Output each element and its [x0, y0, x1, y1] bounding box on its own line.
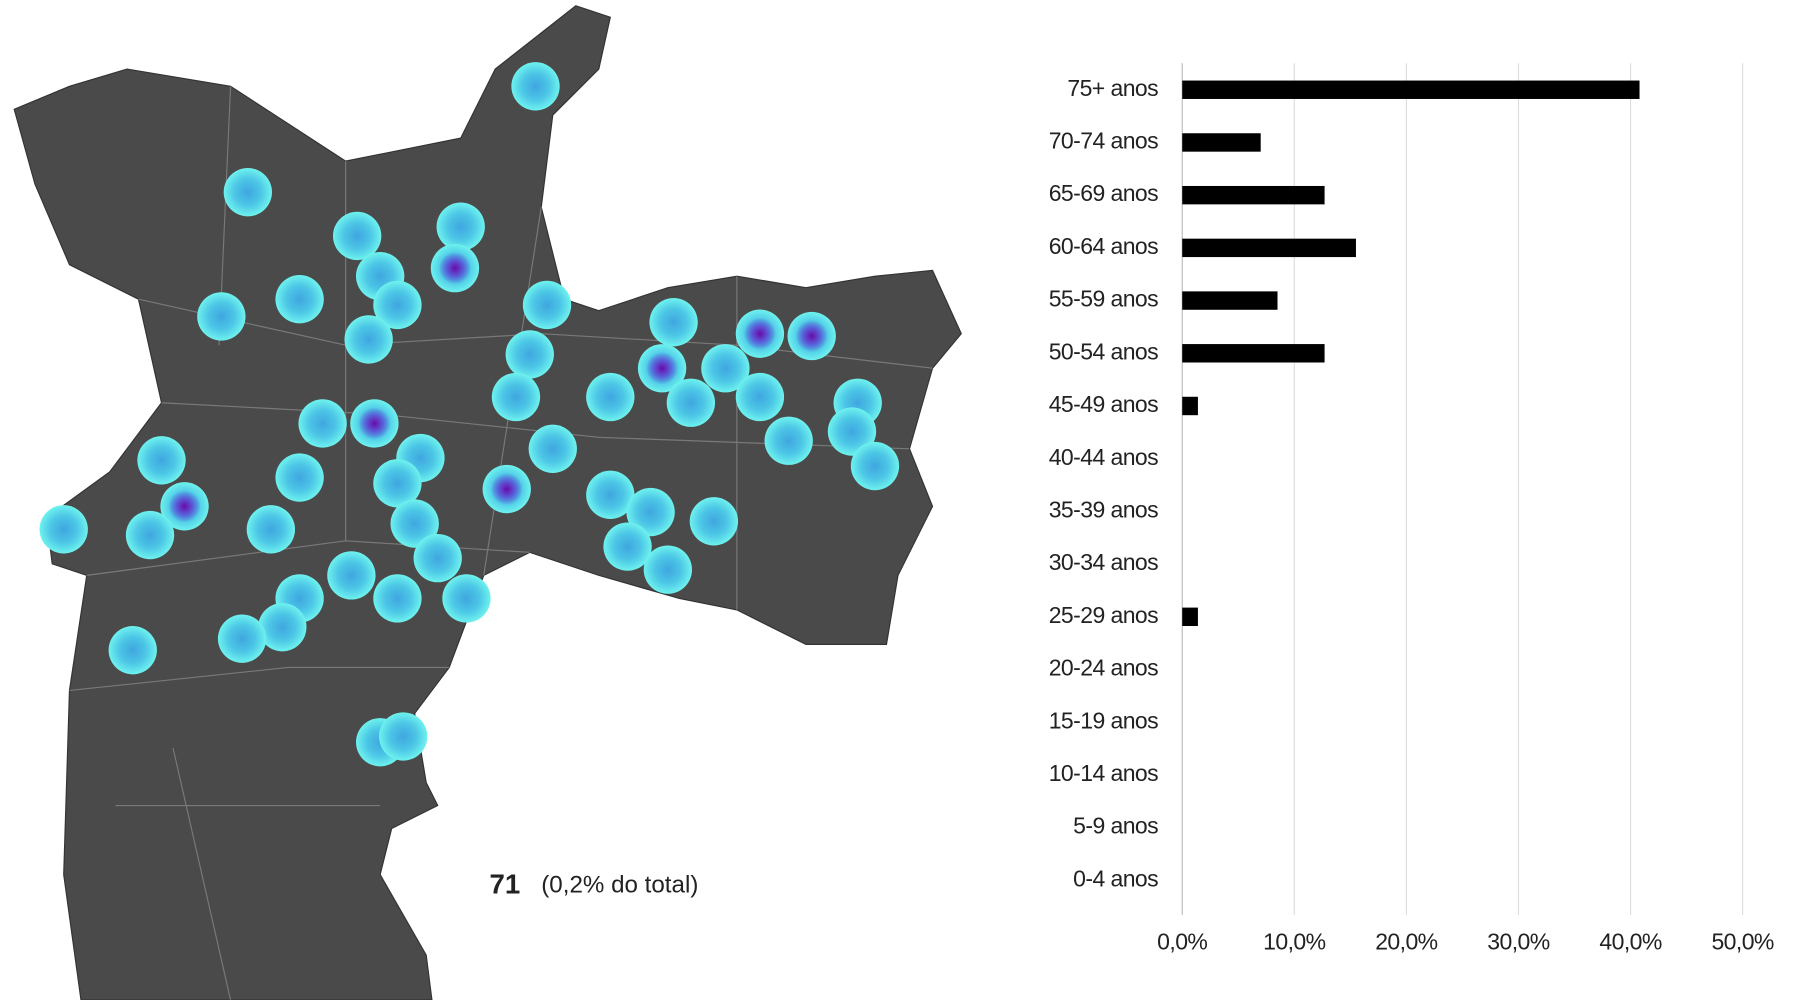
heat-hotspot — [645, 352, 679, 385]
bar — [1182, 80, 1640, 99]
heat-hotspot — [490, 472, 523, 506]
heat-blob — [735, 372, 785, 422]
y-tick-label: 40-44 anos — [1049, 444, 1158, 470]
heat-blob — [586, 372, 635, 422]
heat-blob — [246, 505, 296, 554]
heat-blob — [666, 378, 716, 427]
y-tick-label: 20-24 anos — [1049, 655, 1158, 681]
heat-blob — [125, 510, 175, 560]
heat-blob — [327, 551, 376, 600]
y-tick-label: 15-19 anos — [1049, 707, 1158, 733]
heat-blob — [373, 459, 422, 508]
heat-blob — [217, 614, 267, 663]
heat-blob — [603, 522, 652, 571]
heat-hotspot — [795, 319, 828, 353]
bar-chart: 0,0% 10,0% 20,0% 30,0% 40,0% 50,0% 75+ anos 70-… — [1049, 63, 1775, 955]
bar — [1182, 291, 1278, 310]
y-tick-label: 10-14 anos — [1049, 760, 1158, 786]
heat-blob — [390, 499, 439, 548]
y-tick-label: 25-29 anos — [1049, 602, 1158, 628]
heat-blob — [522, 280, 572, 330]
y-tick-label: 75+ anos — [1067, 75, 1158, 101]
heat-blob — [643, 545, 693, 594]
heat-blob — [379, 712, 428, 761]
heat-blob — [275, 453, 324, 502]
heat-blob — [373, 574, 422, 623]
y-tick-label: 70-74 anos — [1049, 128, 1158, 154]
heat-blob — [649, 298, 698, 347]
heat-blob — [275, 275, 324, 324]
heat-blob — [436, 202, 485, 251]
heat-blob — [626, 487, 675, 537]
x-tick-label: 0,0% — [1157, 929, 1207, 955]
heat-blob — [39, 505, 88, 554]
y-tick-label: 50-54 anos — [1049, 338, 1158, 364]
heat-hotspot — [358, 407, 391, 440]
y-tick-label: 60-64 anos — [1049, 233, 1158, 259]
heat-blob — [528, 424, 577, 473]
heat-blob — [223, 168, 272, 217]
count-label: 71 — [489, 868, 520, 899]
heat-blob — [344, 315, 393, 364]
heat-blob — [827, 407, 877, 456]
heat-blob — [108, 626, 157, 675]
heat-hotspot — [168, 490, 201, 523]
heat-blob — [586, 470, 635, 519]
heat-blobs — [39, 62, 900, 767]
heat-blob — [373, 280, 422, 330]
heat-blob — [764, 416, 813, 465]
heat-blob — [511, 62, 560, 111]
x-tick-label: 20,0% — [1375, 929, 1437, 955]
heat-blob — [332, 211, 382, 261]
heat-blob — [505, 330, 554, 379]
bar — [1182, 238, 1356, 258]
heat-blob — [258, 602, 307, 652]
y-tick-label: 0-4 anos — [1073, 865, 1158, 891]
heat-hotspot — [743, 317, 777, 350]
bar — [1182, 185, 1325, 205]
map: 71 (0,2% do total) — [13, 5, 962, 1000]
heat-blob — [442, 574, 491, 623]
bar — [1182, 344, 1325, 363]
x-tick-label: 40,0% — [1599, 929, 1661, 955]
bar — [1182, 396, 1198, 416]
heat-blob — [298, 399, 347, 448]
y-tick-label: 55-59 anos — [1049, 286, 1158, 312]
heat-blob — [689, 497, 739, 546]
y-tick-label: 35-39 anos — [1049, 496, 1158, 522]
x-tick-label: 10,0% — [1263, 929, 1325, 955]
x-tick-label: 30,0% — [1487, 929, 1549, 955]
y-tick-label: 30-34 anos — [1049, 549, 1158, 575]
share-label: (0,2% do total) — [541, 871, 698, 898]
bar — [1182, 607, 1198, 627]
y-tick-label: 5-9 anos — [1073, 813, 1158, 839]
heat-hotspot — [438, 252, 472, 285]
heat-blob — [137, 436, 186, 485]
heat-blob — [197, 292, 246, 341]
bar — [1182, 133, 1261, 152]
heat-blob — [701, 344, 750, 393]
heat-blob — [850, 441, 900, 491]
y-tick-label: 65-69 anos — [1049, 180, 1158, 206]
heat-blob — [413, 533, 462, 583]
x-tick-label: 50,0% — [1711, 929, 1773, 955]
heat-blob — [491, 372, 541, 422]
y-tick-label: 45-49 anos — [1049, 391, 1158, 417]
